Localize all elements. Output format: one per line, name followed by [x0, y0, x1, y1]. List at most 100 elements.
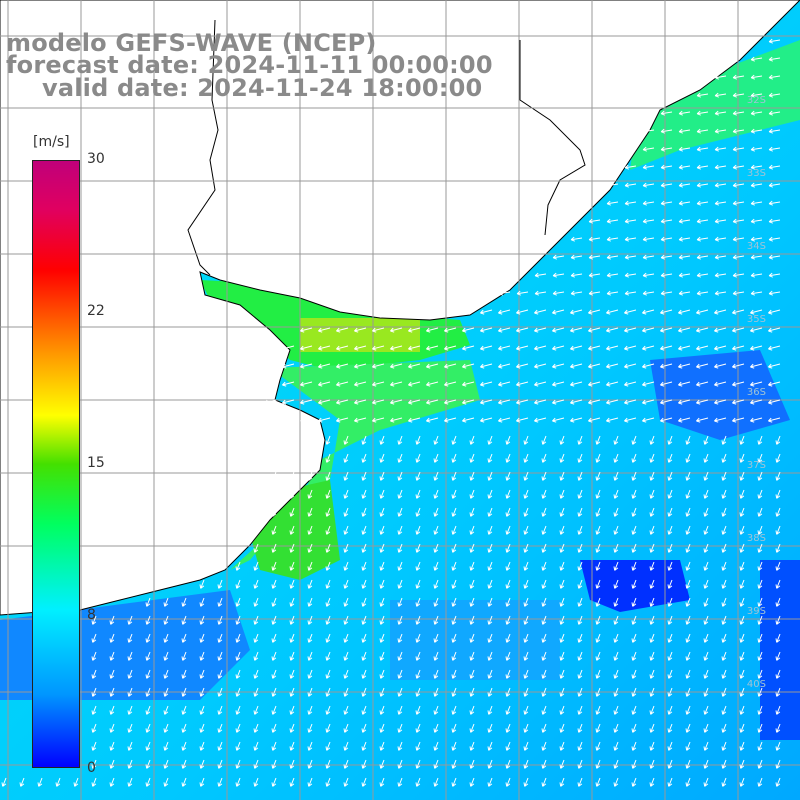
- wind-arrow: [426, 417, 439, 423]
- wind-arrow: [271, 435, 277, 445]
- wind-arrow: [606, 290, 619, 296]
- wind-arrow: [397, 579, 403, 589]
- wind-arrow: [523, 777, 529, 787]
- wind-arrow: [480, 345, 493, 351]
- wind-arrow: [325, 633, 331, 643]
- wind-arrow: [397, 507, 403, 517]
- wind-arrow: [775, 633, 781, 643]
- wind-arrow: [559, 597, 565, 607]
- wind-arrow: [660, 381, 673, 387]
- wind-arrow: [361, 597, 367, 607]
- wind-arrow: [631, 687, 637, 697]
- wind-arrow: [307, 705, 313, 715]
- wind-arrow: [498, 363, 511, 369]
- wind-arrow: [289, 759, 295, 769]
- wind-arrow: [271, 633, 277, 643]
- wind-arrow: [354, 363, 367, 369]
- wind-arrow: [732, 272, 745, 278]
- wind-arrow: [613, 651, 619, 661]
- wind-arrow: [775, 561, 781, 571]
- wind-arrow: [559, 525, 565, 535]
- wind-arrow: [696, 345, 709, 351]
- wind-arrow: [451, 597, 457, 607]
- wind-arrow: [343, 597, 349, 607]
- wind-arrow: [595, 615, 601, 625]
- wind-arrow: [145, 651, 151, 661]
- wind-arrow: [703, 525, 709, 535]
- wind-arrow: [703, 741, 709, 751]
- wind-arrow: [613, 687, 619, 697]
- wind-arrow: [624, 363, 637, 369]
- lat-label-40s: 40S: [746, 679, 766, 690]
- wind-arrow: [498, 381, 511, 387]
- wind-arrow: [577, 579, 583, 589]
- wind-arrow: [433, 453, 439, 463]
- wind-arrow: [505, 669, 511, 679]
- wind-arrow: [325, 687, 331, 697]
- wind-arrow: [588, 363, 601, 369]
- wind-arrow: [217, 759, 223, 769]
- wind-arrow: [433, 759, 439, 769]
- wind-arrow: [685, 597, 691, 607]
- wind-arrow: [595, 435, 601, 445]
- wind-arrow: [768, 254, 781, 260]
- wind-arrow: [372, 399, 385, 405]
- wind-arrow: [613, 579, 619, 589]
- wind-arrow: [361, 705, 367, 715]
- wind-arrow: [559, 741, 565, 751]
- wind-arrow: [343, 651, 349, 661]
- wind-arrow: [235, 633, 241, 643]
- wind-arrow: [595, 471, 601, 481]
- wind-arrow: [289, 435, 295, 445]
- wind-arrow: [271, 471, 277, 481]
- wind-arrow: [145, 723, 151, 733]
- wind-arrow: [685, 435, 691, 445]
- wind-arrow: [282, 417, 295, 423]
- wind-arrow: [163, 705, 169, 715]
- wind-arrow: [415, 435, 421, 445]
- wind-arrow: [750, 381, 763, 387]
- wind-arrow: [595, 705, 601, 715]
- wind-arrow: [703, 543, 709, 553]
- wind-arrow: [505, 741, 511, 751]
- wind-arrow: [523, 633, 529, 643]
- wind-arrow: [541, 777, 547, 787]
- wind-arrow: [570, 309, 583, 315]
- wind-arrow: [451, 471, 457, 481]
- wind-arrow: [703, 471, 709, 481]
- wind-arrow: [559, 435, 565, 445]
- wind-arrow: [732, 236, 745, 242]
- wind-arrow: [613, 435, 619, 445]
- wind-arrow: [588, 309, 601, 315]
- wind-arrow: [523, 651, 529, 661]
- wind-arrow: [505, 543, 511, 553]
- wind-arrow: [757, 741, 763, 751]
- wind-arrow: [552, 345, 565, 351]
- wind-arrow: [757, 687, 763, 697]
- wind-arrow: [714, 74, 727, 80]
- wind-arrow: [541, 507, 547, 517]
- wind-arrow: [505, 651, 511, 661]
- wind-arrow: [307, 435, 313, 445]
- wind-arrow: [678, 345, 691, 351]
- wind-arrow: [487, 687, 493, 697]
- wind-arrow: [181, 759, 187, 769]
- wind-arrow: [768, 399, 781, 405]
- wind-arrow: [217, 615, 223, 625]
- wind-arrow: [703, 507, 709, 517]
- wind-arrow: [588, 417, 601, 423]
- wind-arrow: [739, 471, 745, 481]
- wind-arrow: [235, 777, 241, 787]
- wind-arrow: [613, 453, 619, 463]
- wind-arrow: [498, 399, 511, 405]
- wind-arrow: [325, 651, 331, 661]
- wind-arrow: [631, 669, 637, 679]
- wind-arrow: [325, 741, 331, 751]
- wind-arrow: [631, 741, 637, 751]
- wind-arrow: [559, 453, 565, 463]
- wind-arrow: [750, 146, 763, 152]
- wind-arrow: [451, 669, 457, 679]
- wind-arrow: [595, 777, 601, 787]
- wind-arrow: [469, 759, 475, 769]
- wind-arrow: [91, 705, 97, 715]
